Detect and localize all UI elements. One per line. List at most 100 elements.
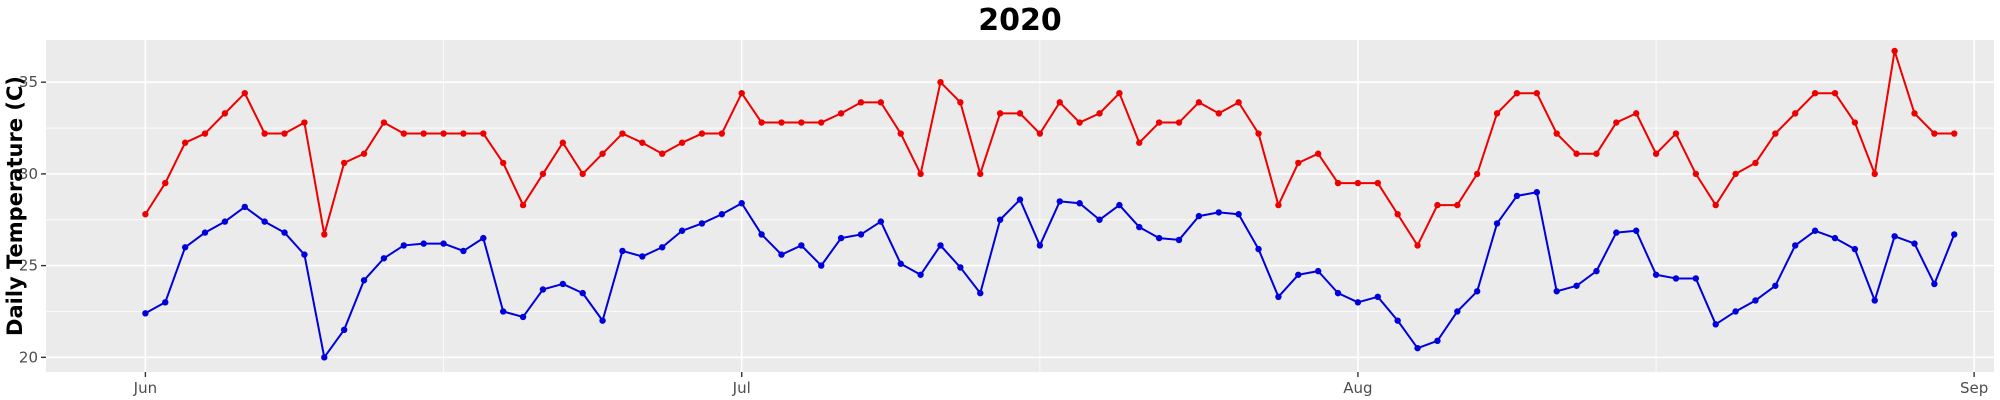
series-2-point (321, 354, 328, 361)
series-1-point (1434, 201, 1441, 209)
series-2-point (1314, 267, 1322, 275)
series-1-point (977, 170, 984, 178)
series-1-point (579, 170, 586, 178)
series-2-point (499, 308, 507, 315)
series-1-point (1394, 211, 1401, 218)
series-2-point (659, 244, 666, 251)
series-2-point (400, 242, 407, 249)
series-1-point (917, 170, 924, 178)
series-2-point (877, 218, 885, 225)
series-1-point (1633, 110, 1640, 117)
series-1-point (1036, 130, 1044, 137)
series-2-point (1891, 233, 1898, 240)
series-1-point (1473, 170, 1481, 178)
series-1-point (1891, 47, 1898, 55)
series-1-point (1295, 159, 1302, 167)
series-2-point (996, 216, 1004, 223)
series-2-point (162, 299, 169, 306)
x-tick-label: Sep (1960, 379, 1988, 397)
series-2-point (1036, 242, 1044, 249)
series-2-point (698, 220, 706, 227)
series-2-point (1473, 288, 1481, 295)
series-1 (142, 47, 1958, 249)
series-1-point (937, 78, 944, 86)
series-1-point (1732, 170, 1739, 178)
series-2-point (1752, 297, 1759, 304)
series-2-point (1295, 271, 1302, 278)
series-2-point (519, 313, 527, 321)
series-1-point (360, 150, 368, 157)
series-2-point (142, 310, 149, 317)
series-1-point (340, 159, 348, 167)
series-2-point (798, 242, 805, 249)
series-1-point (1672, 130, 1680, 137)
series-2-point (837, 234, 845, 242)
series-2-point (380, 255, 388, 262)
series-2-point (1712, 321, 1719, 328)
series-2-point (1871, 297, 1878, 304)
series-2-point (1275, 293, 1282, 300)
series-1-point (996, 110, 1004, 117)
series-1-point (400, 130, 407, 137)
series-2-point (340, 326, 348, 334)
series-1-point (201, 130, 209, 137)
series-2-point (778, 251, 785, 258)
series-2-point (619, 247, 626, 255)
series-2-point (917, 271, 924, 278)
series-2-point (639, 253, 646, 260)
series-2-point (1931, 280, 1938, 288)
series-2 (142, 189, 1958, 361)
series-1-point (1951, 130, 1958, 137)
series-1-point (877, 99, 885, 106)
series-2-point (718, 211, 726, 218)
series-1-point (1533, 89, 1541, 97)
series-2-point (440, 240, 447, 247)
series-1-point (539, 170, 547, 178)
series-2-point (1951, 231, 1958, 238)
series-2-point (599, 317, 606, 324)
series-2-point (261, 218, 268, 225)
series-1-point (1275, 201, 1282, 209)
series-2-point (1851, 245, 1859, 253)
series-1-point (798, 119, 805, 126)
series-2-point (977, 289, 984, 297)
series-2-point (1811, 227, 1819, 234)
series-1-point (599, 150, 606, 157)
x-tick-label: Jun (133, 379, 157, 397)
series-2-point (678, 227, 686, 234)
series-2-point (221, 218, 229, 225)
series-2-point (579, 289, 586, 297)
series-1-point (440, 130, 447, 137)
series-2-point (758, 231, 765, 238)
x-tick-label: Jul (732, 379, 751, 397)
series-1-point (241, 89, 248, 97)
series-1-point (1314, 150, 1322, 157)
series-2-point (1493, 220, 1501, 227)
series-1-point (281, 130, 288, 137)
series-2-point (1633, 227, 1640, 234)
series-2-point (1155, 234, 1163, 242)
series-1-point (460, 130, 467, 137)
series-2-point (857, 231, 865, 238)
series-1-point (698, 130, 706, 137)
series-1-point (480, 130, 487, 137)
series-2-point (559, 280, 567, 288)
series-2-point (937, 242, 944, 249)
series-1-point (678, 139, 686, 146)
y-tick-label: 20 (19, 348, 38, 366)
series-1-point (957, 99, 964, 106)
series-1-point (1136, 139, 1143, 146)
series-1-point (321, 231, 328, 238)
series-2-point (1911, 240, 1918, 247)
series-2-point (301, 251, 308, 258)
series-1-point (1652, 150, 1660, 157)
y-tick-label: 35 (19, 73, 38, 91)
series-2-point (1076, 200, 1083, 207)
series-1-point (1076, 119, 1083, 126)
series-1-point (1454, 201, 1461, 209)
series-2-point (1652, 271, 1660, 278)
series-1-point (221, 110, 229, 117)
series-2-point (1513, 192, 1521, 200)
series-1-point (1374, 179, 1382, 187)
